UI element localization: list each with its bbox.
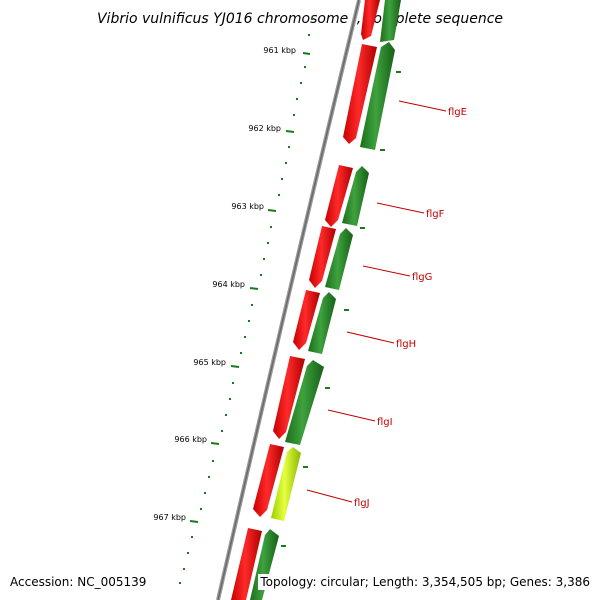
- gene-label[interactable]: flgE: [448, 107, 467, 118]
- gene-label[interactable]: flgH: [396, 339, 416, 350]
- major-ticks: [189, 52, 311, 523]
- minor-ticks: [179, 18, 313, 584]
- tick-label: 962 kbp: [248, 124, 281, 133]
- gene-feature-reverse[interactable]: [250, 529, 279, 600]
- forward-strand-track: [231, 0, 380, 600]
- tick-label: 966 kbp: [174, 435, 207, 444]
- gene-feature-forward[interactable]: [231, 528, 262, 600]
- topology-label: Topology: circular; Length: 3,354,505 bp…: [258, 574, 592, 590]
- strand-dashes: [281, 71, 401, 547]
- gene-feature-reverse-highlight[interactable]: [271, 447, 301, 521]
- gene-feature-forward[interactable]: [361, 0, 380, 40]
- tick-label: 963 kbp: [231, 202, 264, 211]
- gene-feature-forward[interactable]: [325, 165, 353, 227]
- gene-label[interactable]: flgI: [377, 417, 393, 428]
- gene-leader-lines: [306, 100, 447, 503]
- backbone-core: [217, 0, 360, 600]
- gene-label[interactable]: flgJ: [354, 498, 370, 509]
- tick-label: 965 kbp: [193, 358, 226, 367]
- gene-feature-forward[interactable]: [253, 444, 284, 517]
- gene-feature-forward[interactable]: [309, 226, 336, 288]
- tick-label: 961 kbp: [263, 46, 296, 55]
- gene-label[interactable]: flgF: [426, 209, 445, 220]
- gene-feature-forward[interactable]: [273, 356, 305, 439]
- gene-feature-forward[interactable]: [293, 290, 320, 350]
- accession-label: Accession: NC_005139: [8, 574, 149, 590]
- tick-label: 964 kbp: [212, 280, 245, 289]
- tick-label: 967 kbp: [153, 513, 186, 522]
- map-title: Vibrio vulnificus YJ016 chromosome I, co…: [97, 11, 503, 27]
- gene-feature-reverse[interactable]: [360, 42, 395, 150]
- gene-feature-reverse[interactable]: [308, 292, 336, 354]
- gene-feature-reverse[interactable]: [325, 228, 353, 290]
- reverse-strand-track: [250, 0, 401, 600]
- gene-feature-forward[interactable]: [343, 44, 377, 144]
- gene-feature-reverse[interactable]: [342, 166, 369, 226]
- gene-feature-reverse[interactable]: [380, 0, 401, 42]
- gene-feature-reverse[interactable]: [285, 360, 324, 445]
- gene-label[interactable]: flgG: [412, 272, 432, 283]
